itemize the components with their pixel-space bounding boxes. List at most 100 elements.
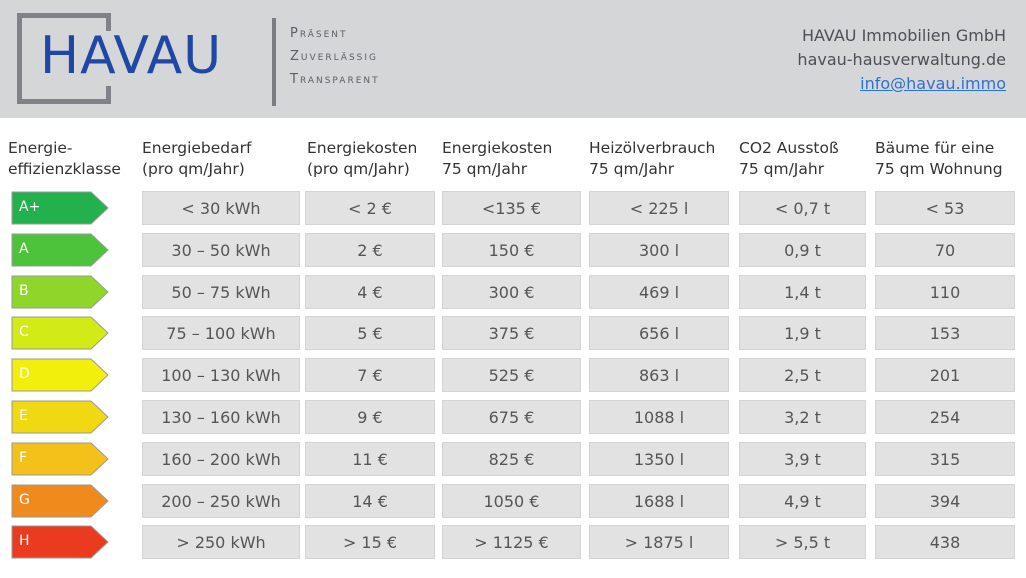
table-cell-co2: 2,5 t: [739, 358, 866, 392]
energy-class-arrow: E: [11, 400, 109, 434]
table-cell-trees: 438: [875, 525, 1015, 559]
table-cell-co2: 0,9 t: [739, 233, 866, 267]
table-cell-cost-75: 1050 €: [442, 484, 581, 518]
column-header: Energiekosten 75 qm/Jahr: [442, 138, 552, 180]
table-cell-demand: 50 – 75 kWh: [142, 275, 300, 309]
table-cell-demand: 100 – 130 kWh: [142, 358, 300, 392]
tagline: Zuverlässig: [290, 49, 379, 64]
energy-class-arrow: G: [11, 484, 109, 518]
table-cell-trees: 254: [875, 400, 1015, 434]
table-cell-oil: 656 l: [589, 316, 729, 350]
table-cell-cost-qm: 5 €: [305, 316, 435, 350]
table-cell-trees: 201: [875, 358, 1015, 392]
table-cell-oil: > 1875 l: [589, 525, 729, 559]
energy-class-arrow: C: [11, 316, 109, 350]
table-cell-cost-75: 525 €: [442, 358, 581, 392]
table-cell-co2: 3,9 t: [739, 442, 866, 476]
table-cell-co2: < 0,7 t: [739, 191, 866, 225]
table-cell-co2: > 5,5 t: [739, 525, 866, 559]
table-cell-cost-75: 375 €: [442, 316, 581, 350]
energy-class-arrow: A+: [11, 191, 109, 225]
energy-class-label: C: [19, 324, 29, 340]
column-header-line: Heizölverbrauch: [589, 139, 716, 157]
column-header-line: 75 qm Wohnung: [875, 160, 1003, 178]
header-banner: HAVAU Präsent Zuverlässig Transparent HA…: [0, 0, 1026, 118]
column-header-line: (pro qm/Jahr): [307, 160, 410, 178]
column-header: Energiebedarf (pro qm/Jahr): [142, 138, 251, 180]
header-divider: [272, 18, 276, 106]
energy-class-label: D: [19, 366, 30, 382]
logo-frame: [17, 13, 111, 104]
table-cell-trees: < 53: [875, 191, 1015, 225]
column-header-line: effizienzklasse: [8, 160, 121, 178]
energy-class-arrow: H: [11, 525, 109, 559]
tagline: Transparent: [290, 72, 380, 87]
table-cell-cost-qm: 11 €: [305, 442, 435, 476]
company-website[interactable]: havau-hausverwaltung.de: [797, 50, 1006, 69]
table-cell-cost-qm: 9 €: [305, 400, 435, 434]
logo: HAVAU: [40, 26, 223, 86]
table-cell-cost-qm: > 15 €: [305, 525, 435, 559]
company-name: HAVAU Immobilien GmbH: [801, 26, 1006, 45]
column-header-line: 75 qm/Jahr: [739, 160, 825, 178]
energy-class-arrow: B: [11, 275, 109, 309]
energy-class-arrow: A: [11, 233, 109, 267]
table-cell-cost-75: > 1125 €: [442, 525, 581, 559]
tagline: Präsent: [290, 26, 348, 41]
table-cell-trees: 70: [875, 233, 1015, 267]
energy-class-label: E: [19, 408, 28, 424]
column-header-line: CO2 Ausstoß: [739, 139, 839, 157]
column-header-line: 75 qm/Jahr: [442, 160, 528, 178]
table-cell-trees: 394: [875, 484, 1015, 518]
energy-class-label: F: [19, 450, 28, 466]
column-header-line: Energiekosten: [307, 139, 418, 157]
energy-class-arrow: D: [11, 358, 109, 392]
column-header: Bäume für eine 75 qm Wohnung: [875, 138, 1003, 180]
column-header-line: (pro qm/Jahr): [142, 160, 245, 178]
table-cell-co2: 4,9 t: [739, 484, 866, 518]
column-header-line: 75 qm/Jahr: [589, 160, 675, 178]
table-cell-cost-75: 150 €: [442, 233, 581, 267]
energy-class-label: A+: [19, 199, 41, 215]
table-cell-trees: 315: [875, 442, 1015, 476]
energy-class-label: H: [19, 533, 30, 549]
table-cell-oil: 1688 l: [589, 484, 729, 518]
logo-frame-corner: [106, 86, 111, 104]
table-cell-demand: 130 – 160 kWh: [142, 400, 300, 434]
table-cell-co2: 3,2 t: [739, 400, 866, 434]
logo-frame-corner: [106, 13, 111, 31]
table-cell-demand: 75 – 100 kWh: [142, 316, 300, 350]
table-cell-oil: 1088 l: [589, 400, 729, 434]
table-cell-cost-qm: 2 €: [305, 233, 435, 267]
column-header: Heizölverbrauch 75 qm/Jahr: [589, 138, 715, 180]
company-email-link[interactable]: info@havau.immo: [860, 74, 1006, 93]
table-cell-cost-75: 300 €: [442, 275, 581, 309]
energy-class-label: G: [19, 492, 30, 508]
energy-class-arrow: F: [11, 442, 109, 476]
table-cell-oil: 1350 l: [589, 442, 729, 476]
column-header-line: Energiekosten: [442, 139, 553, 157]
column-header-line: Energie-: [8, 139, 73, 157]
table-cell-cost-qm: 7 €: [305, 358, 435, 392]
table-cell-cost-75: 825 €: [442, 442, 581, 476]
table-cell-demand: 30 – 50 kWh: [142, 233, 300, 267]
table-cell-cost-75: 675 €: [442, 400, 581, 434]
table-cell-demand: < 30 kWh: [142, 191, 300, 225]
column-header: Energie-effizienzklasse: [8, 138, 121, 180]
energy-class-label: A: [19, 241, 29, 257]
table-cell-demand: 160 – 200 kWh: [142, 442, 300, 476]
table-cell-co2: 1,4 t: [739, 275, 866, 309]
table-cell-trees: 153: [875, 316, 1015, 350]
table-cell-cost-qm: 14 €: [305, 484, 435, 518]
column-header-line: Energiebedarf: [142, 139, 252, 157]
table-cell-oil: 863 l: [589, 358, 729, 392]
energy-class-label: B: [19, 283, 29, 299]
table-cell-cost-75: <135 €: [442, 191, 581, 225]
table-cell-cost-qm: 4 €: [305, 275, 435, 309]
column-header: Energiekosten (pro qm/Jahr): [307, 138, 417, 180]
table-cell-cost-qm: < 2 €: [305, 191, 435, 225]
table-cell-demand: 200 – 250 kWh: [142, 484, 300, 518]
table-cell-trees: 110: [875, 275, 1015, 309]
table-cell-demand: > 250 kWh: [142, 525, 300, 559]
table-cell-co2: 1,9 t: [739, 316, 866, 350]
